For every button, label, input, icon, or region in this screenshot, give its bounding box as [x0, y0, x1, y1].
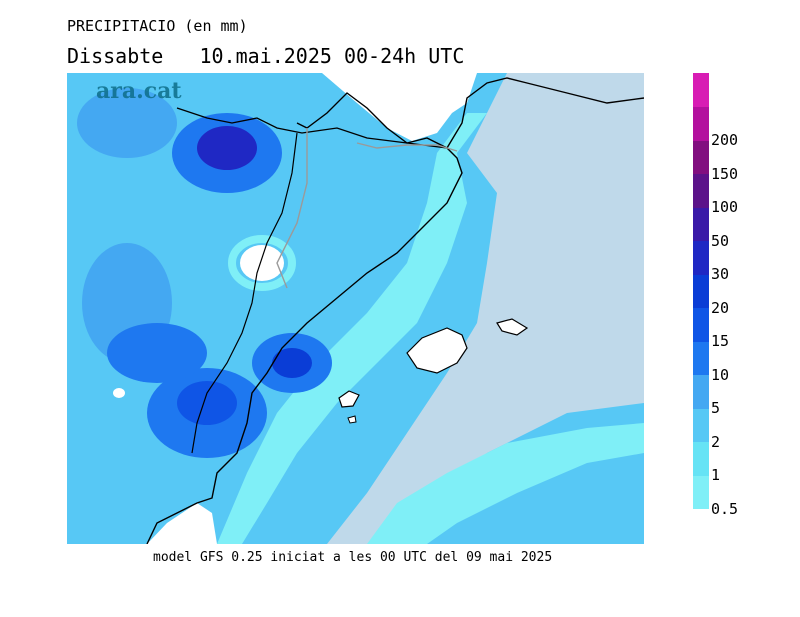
coastal-band — [217, 113, 487, 544]
island-menorca — [496, 318, 529, 336]
map-title: PRECIPITACIO (en mm) — [67, 17, 248, 35]
legend-label: 100 — [711, 198, 739, 217]
legend-swatch — [693, 341, 709, 376]
legend-swatch — [693, 307, 709, 342]
legend-label: 200 — [711, 131, 739, 150]
rain-core-west — [77, 88, 177, 158]
dry-spot-catalonia-ring — [228, 235, 296, 291]
island-mallorca — [406, 327, 468, 374]
legend-swatch — [693, 140, 709, 175]
legend-swatch — [693, 173, 709, 208]
legend-swatch — [693, 374, 709, 409]
rain-core-pyrenees-inner — [197, 126, 257, 170]
legend-label: 2 — [711, 432, 721, 451]
border-andorra — [356, 142, 458, 152]
legend-label: 1 — [711, 466, 721, 485]
rain-core-iberian-inner — [177, 381, 237, 425]
legend-label: 15 — [711, 332, 730, 351]
legend-swatch — [693, 207, 709, 242]
legend-swatch — [693, 274, 709, 309]
island-formentera — [347, 415, 357, 424]
map-canvas — [67, 73, 644, 544]
rain-core-valencia-inner — [272, 348, 312, 378]
sea-rain-light — [367, 423, 644, 544]
dry-area-southwest — [147, 503, 217, 544]
legend-label: 50 — [711, 231, 730, 250]
legend-label: 150 — [711, 164, 739, 183]
border-spain-france — [176, 107, 448, 149]
border-catalonia — [191, 132, 298, 454]
precipitation-color-legend — [693, 73, 709, 510]
legend-swatch — [693, 441, 709, 476]
legend-swatch — [693, 475, 709, 510]
dry-spot-catalonia — [240, 245, 284, 281]
precipitation-map — [67, 73, 644, 544]
dry-area-france — [322, 73, 477, 141]
coastline-north — [446, 77, 644, 149]
watermark-logo: ara.cat — [96, 78, 182, 104]
model-run-info: model GFS 0.25 iniciat a les 00 UTC del … — [153, 550, 553, 565]
legend-swatch — [693, 408, 709, 443]
island-ibiza — [338, 390, 360, 408]
map-subtitle: Dissabte 10.mai.2025 00-24h UTC — [67, 44, 465, 68]
rain-core-castile — [107, 323, 207, 383]
coastline — [146, 92, 463, 544]
legend-label: 10 — [711, 365, 730, 384]
legend-swatch — [693, 73, 709, 108]
legend-label: 30 — [711, 265, 730, 284]
legend-label: 5 — [711, 399, 721, 418]
legend-swatch — [693, 106, 709, 141]
dry-spot-west — [113, 388, 125, 398]
legend-label: 20 — [711, 298, 730, 317]
border-aragon — [276, 128, 308, 289]
legend-label: 0.5 — [711, 500, 739, 518]
legend-swatch — [693, 240, 709, 275]
